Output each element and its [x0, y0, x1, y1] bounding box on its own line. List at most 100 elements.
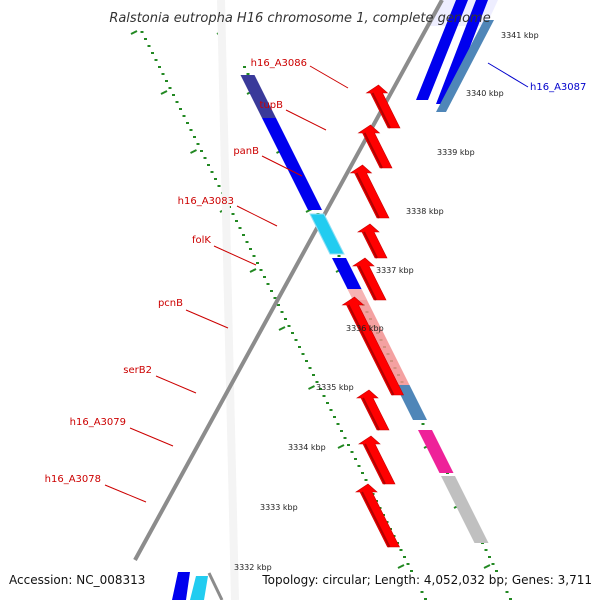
- tick-inner: [182, 115, 186, 117]
- tick-inner: [235, 220, 238, 222]
- tick-inner: [259, 269, 263, 271]
- kbp-label: 3333 kbp: [260, 503, 298, 512]
- tick-inner: [207, 164, 210, 166]
- gene-label-h16_A3078: h16_A3078: [45, 474, 101, 485]
- upper-gene-blue-1: [416, 0, 468, 100]
- topology-summary: Topology: circular; Length: 4,052,032 bp…: [260, 573, 594, 587]
- tick-outer: [505, 591, 509, 593]
- tick-inner: [186, 122, 189, 124]
- tick-major-inner: [397, 564, 405, 569]
- callout-line-h16_A3087: [487, 62, 529, 88]
- tick-inner: [308, 367, 312, 369]
- lower-gene-cyan: [190, 576, 208, 600]
- tick-inner: [410, 570, 413, 572]
- gene-serB2: [395, 385, 427, 420]
- kbp-label: 3339 kbp: [437, 148, 475, 157]
- tick-inner: [161, 73, 165, 75]
- upper-gene-steel: [436, 20, 494, 112]
- scale-ticks: [130, 30, 512, 600]
- tick-outer: [488, 556, 491, 558]
- tick-inner: [270, 290, 273, 292]
- gene-label-serB2: serB2: [123, 365, 152, 376]
- tick-major-inner: [249, 268, 257, 273]
- upper-gene-blue-2: [436, 0, 488, 104]
- gene-label-h16_A3087: h16_A3087: [530, 82, 586, 93]
- callout-line-folK: [213, 245, 257, 266]
- tick-outer: [495, 570, 498, 572]
- gene-panB: [278, 150, 322, 210]
- tick-inner: [238, 227, 242, 229]
- gene-arrow-1-edge: [371, 92, 391, 129]
- tick-inner: [144, 38, 147, 40]
- gene-arrow-5-edge: [358, 265, 377, 301]
- tick-inner: [277, 304, 280, 306]
- tick-inner: [189, 129, 193, 131]
- tick-inner: [399, 549, 403, 551]
- gene-pcnB: [347, 289, 410, 385]
- tick-outer: [484, 549, 488, 551]
- gene-h16_A3079: [418, 430, 454, 473]
- tick-inner: [158, 66, 161, 68]
- tick-outer: [337, 255, 341, 257]
- genome-backbone: [133, 0, 444, 600]
- gene-label-h16_A3086: h16_A3086: [251, 58, 307, 69]
- kbp-label: 3334 kbp: [288, 443, 326, 452]
- callout-line-h16_A3086: [309, 65, 349, 89]
- gene-arrow-2-edge: [363, 132, 383, 169]
- gene-arrow-4: [357, 223, 388, 259]
- callout-line-h16_A3079: [129, 427, 174, 447]
- gene-arrow-6-edge: [347, 304, 395, 396]
- gene-label-folK: folK: [192, 235, 211, 246]
- tick-major-inner: [130, 30, 138, 35]
- gene-folK: [332, 258, 362, 289]
- tick-major-inner: [308, 385, 315, 390]
- gene-arrow-4-edge: [363, 231, 378, 259]
- tick-inner: [168, 87, 172, 89]
- tick-inner: [347, 444, 350, 446]
- tick-inner: [151, 52, 154, 54]
- tick-outer: [509, 598, 512, 600]
- gene-arrow-8-edge: [364, 443, 386, 485]
- callout-line-h16_A3078: [104, 484, 147, 503]
- gene-arrow-3-edge: [355, 172, 380, 219]
- tick-inner: [210, 171, 214, 173]
- gene-label-pcnB: pcnB: [158, 298, 183, 309]
- kbp-label: 3337 kbp: [376, 266, 414, 275]
- tick-inner: [357, 465, 361, 467]
- tick-inner: [154, 59, 158, 61]
- lower-backbone: [207, 572, 224, 600]
- tick-inner: [263, 276, 266, 278]
- tick-inner: [147, 45, 151, 47]
- tick-inner: [350, 451, 354, 453]
- gene-arrow-9-edge: [361, 491, 391, 548]
- callout-line-serB2: [155, 375, 197, 394]
- lower-track-strip: [172, 572, 224, 600]
- tick-major-inner: [190, 149, 197, 154]
- tick-inner: [231, 213, 235, 215]
- tick-inner: [284, 318, 287, 320]
- tick-inner: [217, 185, 221, 187]
- tick-inner: [319, 388, 322, 390]
- tick-inner: [343, 437, 347, 439]
- kbp-label: 3332 kbp: [234, 563, 272, 572]
- gene-label-h16_A3079: h16_A3079: [70, 417, 126, 428]
- tick-major-inner: [160, 90, 168, 95]
- tick-inner: [336, 423, 340, 425]
- backbone-shadow: [217, 0, 239, 600]
- tick-outer: [421, 423, 425, 425]
- gene-label-tupB: tupB: [260, 100, 284, 111]
- tick-inner: [273, 297, 277, 299]
- tick-inner: [294, 339, 298, 341]
- tick-inner: [256, 262, 259, 264]
- gene-h16_A3086: [240, 75, 276, 118]
- callout-line-tupB: [285, 109, 327, 131]
- gene-arrow-1: [365, 84, 401, 129]
- gene-label-panB: panB: [233, 146, 259, 157]
- tick-inner: [329, 409, 333, 411]
- gene-pcnB-fade: [347, 289, 367, 300]
- tick-inner: [305, 360, 308, 362]
- kbp-label: 3341 kbp: [501, 31, 539, 40]
- tick-outer: [491, 563, 495, 565]
